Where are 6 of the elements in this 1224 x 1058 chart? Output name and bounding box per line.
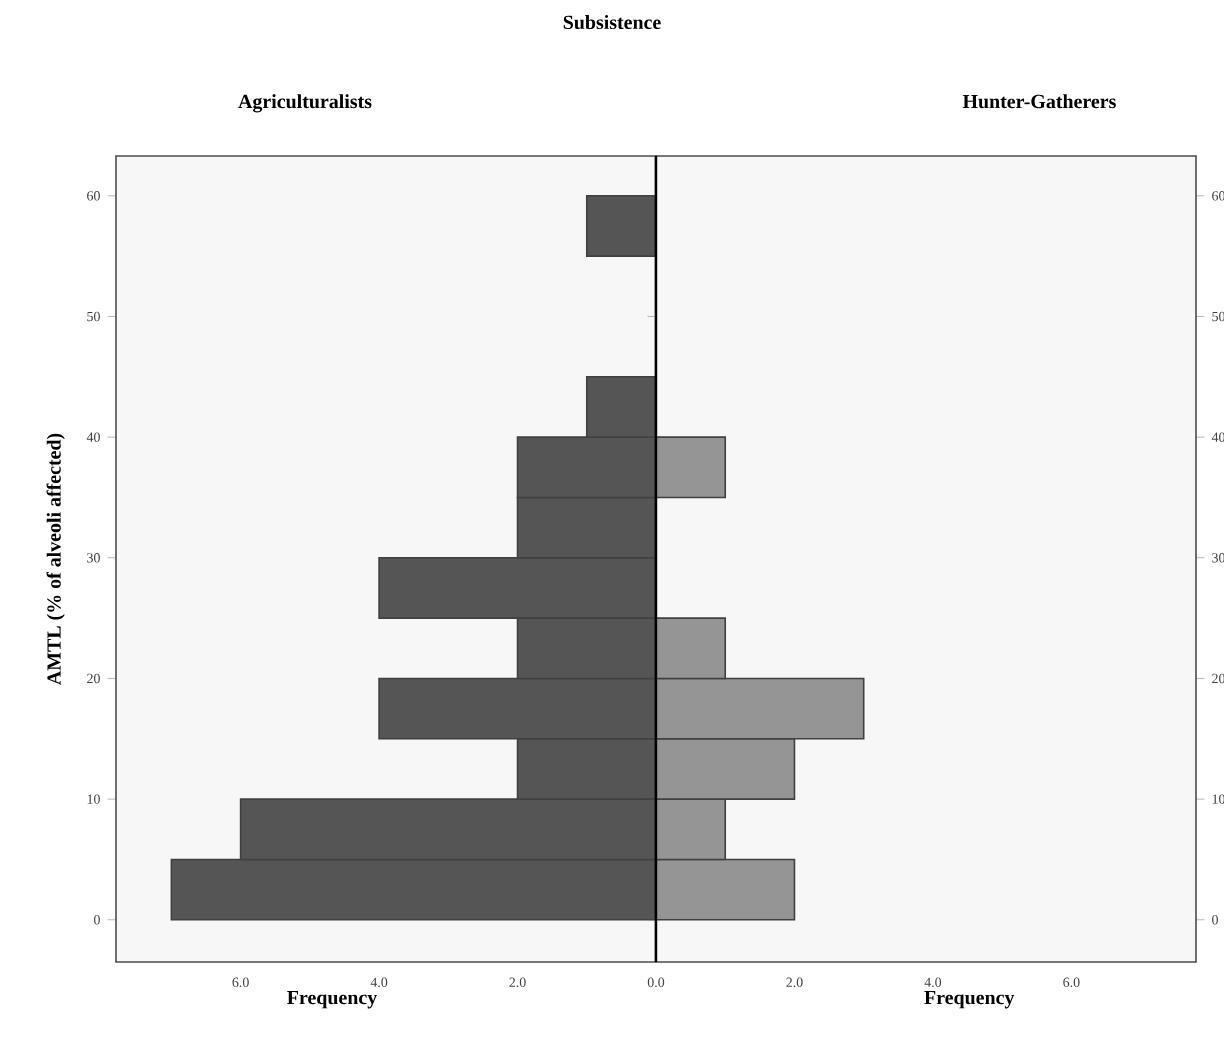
chart-subtitle: Agriculturalists bbox=[238, 94, 372, 113]
x-axis-title: Frequency bbox=[924, 991, 1015, 1009]
chart-subtitle: Hunter-Gatherers bbox=[962, 94, 1116, 109]
y-axis-title: AMTL (% of alveoli affected) bbox=[46, 433, 65, 685]
x-axis-title: Frequency bbox=[287, 991, 378, 1009]
chart-title: Subsistence bbox=[563, 15, 661, 30]
